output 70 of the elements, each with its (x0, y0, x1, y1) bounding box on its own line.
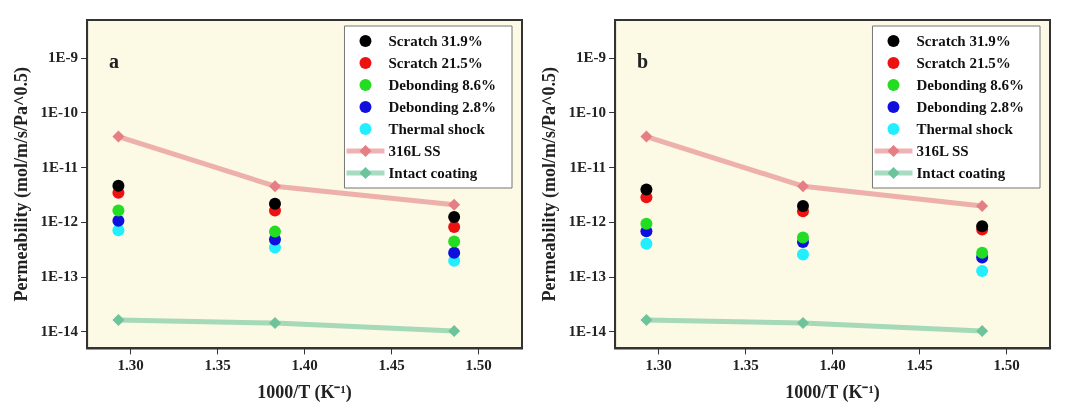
x-tick-label: 1.35 (732, 357, 759, 374)
legend-label: Debonding 8.6% (916, 76, 1024, 93)
annotation: a (109, 50, 120, 72)
legend-label: 316L SS (388, 142, 441, 159)
x-tick-label: 1.45 (906, 357, 933, 374)
x-tick-label: 1.45 (378, 357, 405, 374)
x-tick-label: 1.35 (204, 357, 231, 374)
point (640, 314, 653, 327)
point (796, 248, 809, 261)
point (112, 179, 125, 192)
y-tick-label: 1E-14 (568, 322, 607, 339)
point (268, 197, 281, 210)
y-tick-label: 1E-9 (48, 49, 79, 66)
legend-label: Scratch 31.9% (388, 32, 483, 49)
y-tick-label: 1E-10 (568, 103, 607, 120)
point (976, 246, 989, 259)
y-tick-label: 1E-13 (40, 268, 79, 285)
point (976, 199, 989, 212)
point (448, 246, 461, 259)
y-tick-label: 1E-10 (40, 103, 79, 120)
legend-label: 316L SS (916, 142, 969, 159)
legend-label: Debonding 2.8% (916, 98, 1024, 115)
point (448, 198, 461, 211)
y-tick-label: 1E-12 (568, 213, 607, 230)
legend-label: Thermal shock (916, 120, 1014, 137)
y-tick-label: 1E-13 (568, 268, 607, 285)
y-tick-label: 1E-12 (40, 213, 79, 230)
x-tick-label: 1.30 (645, 357, 672, 374)
legend-label: Debonding 8.6% (388, 76, 496, 93)
point (640, 130, 653, 143)
x-tick-label: 1.40 (819, 357, 846, 374)
y-tick-label: 1E-11 (41, 158, 79, 175)
legend-label: Debonding 2.8% (388, 98, 496, 115)
y-tick-label: 1E-9 (576, 49, 607, 66)
point (112, 204, 125, 217)
legend-label: Scratch 31.9% (916, 32, 1011, 49)
legend-label: Intact coating (388, 164, 478, 181)
point (448, 235, 461, 248)
y-tick-label: 1E-11 (569, 158, 607, 175)
point (448, 324, 461, 337)
x-axis-title: 1000/T (K⁻¹) (257, 381, 352, 403)
point (796, 199, 809, 212)
legend-label: Intact coating (916, 164, 1006, 181)
point (640, 217, 653, 230)
point (268, 225, 281, 238)
point (268, 317, 281, 330)
legend-label: Scratch 21.5% (916, 54, 1011, 71)
point (976, 264, 989, 277)
point (448, 210, 461, 223)
point (796, 180, 809, 193)
x-axis-title: 1000/T (K⁻¹) (785, 381, 880, 403)
x-tick-label: 1.30 (117, 357, 144, 374)
y-tick-label: 1E-14 (40, 322, 79, 339)
point (640, 237, 653, 250)
point (976, 324, 989, 337)
point (640, 183, 653, 196)
legend-label: Scratch 21.5% (388, 54, 483, 71)
x-tick-label: 1.40 (291, 357, 318, 374)
point (796, 317, 809, 330)
point (268, 180, 281, 193)
x-tick-label: 1.50 (993, 357, 1020, 374)
point (112, 314, 125, 327)
y-axis-title: Permeability (mol/m/s/Pa^0.5) (539, 66, 561, 302)
point (796, 231, 809, 244)
legend-label: Thermal shock (388, 120, 486, 137)
point (112, 214, 125, 227)
annotation: b (637, 50, 649, 72)
y-axis-title: Permeability (mol/m/s/Pa^0.5) (11, 66, 33, 302)
x-tick-label: 1.50 (465, 357, 492, 374)
point (112, 130, 125, 143)
